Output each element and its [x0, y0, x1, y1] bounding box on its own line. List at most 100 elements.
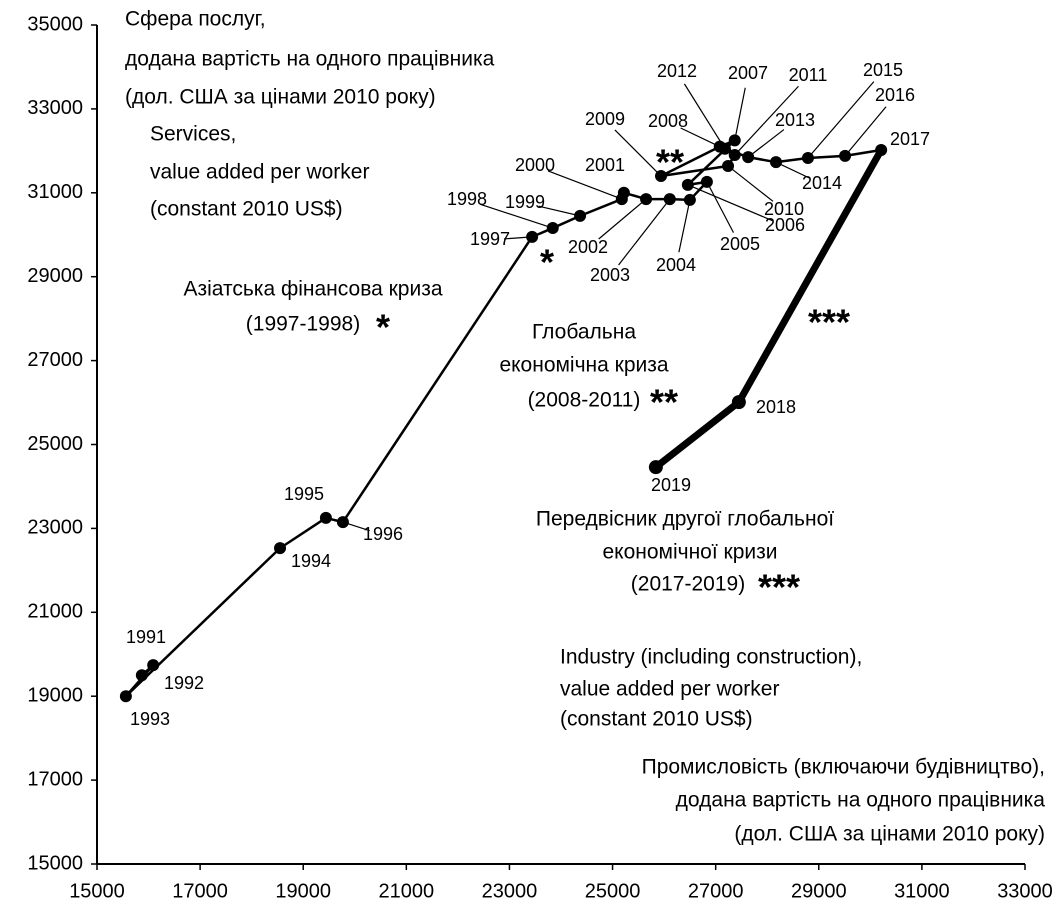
- annotation: value added per worker: [150, 161, 369, 184]
- x-tick-label: 15000: [69, 880, 125, 902]
- point-label: 1998: [447, 189, 487, 209]
- x-tick-label: 23000: [482, 880, 538, 902]
- annotation: економічної кризи: [602, 541, 777, 564]
- point: [728, 149, 741, 162]
- annotation: (constant 2010 US$): [560, 708, 753, 731]
- annotation: додана вартість на одного працівника: [676, 789, 1046, 812]
- point-label: 2004: [656, 255, 696, 275]
- annotation: (2008-2011): [528, 389, 641, 412]
- leader-line: [618, 198, 671, 266]
- annotation: value added per worker: [560, 678, 779, 701]
- y-tick-label: 33000: [27, 97, 83, 119]
- y-tick-label: 31000: [27, 181, 83, 203]
- point-label: 2005: [720, 234, 760, 254]
- point: [742, 151, 755, 164]
- y-tick-label: 29000: [27, 265, 83, 287]
- point: [640, 193, 653, 206]
- point: [546, 222, 559, 235]
- point: [718, 142, 731, 155]
- point: [655, 170, 668, 183]
- point-label: 1995: [284, 484, 324, 504]
- point: [147, 659, 160, 672]
- annotation: Сфера послуг,: [125, 8, 266, 31]
- leader-line: [775, 161, 810, 179]
- point: [526, 230, 539, 243]
- leader-line: [727, 165, 774, 202]
- leader-line: [844, 106, 887, 157]
- leader-line: [480, 203, 553, 229]
- annotation: економічна криза: [499, 354, 668, 377]
- point: [731, 395, 746, 410]
- leader-line: [683, 83, 726, 150]
- point-label: 1993: [130, 709, 170, 729]
- point: [700, 175, 713, 188]
- annotation: Industry (including construction),: [560, 646, 862, 669]
- y-tick-label: 23000: [27, 517, 83, 539]
- y-tick-label: 21000: [27, 601, 83, 623]
- x-tick-label: 31000: [894, 880, 950, 902]
- annotation: (дол. США за цінами 2010 року): [125, 86, 436, 109]
- annotation: (2017-2019): [631, 573, 745, 596]
- point: [769, 156, 782, 169]
- point: [839, 149, 852, 162]
- point-label: 2013: [775, 110, 815, 130]
- leader-line: [734, 87, 746, 141]
- point-label: 1992: [164, 673, 204, 693]
- leader-line: [598, 198, 647, 240]
- leader-line: [678, 199, 691, 253]
- point-label: 2002: [568, 237, 608, 257]
- point: [801, 151, 814, 164]
- point: [681, 178, 694, 191]
- leader-line: [614, 129, 662, 177]
- point-label: 1996: [363, 524, 403, 544]
- y-tick-label: 17000: [27, 768, 83, 790]
- point: [319, 511, 332, 524]
- y-tick-label: 19000: [27, 684, 83, 706]
- leader-line: [747, 129, 785, 158]
- point-label: 2001: [585, 155, 625, 175]
- point-label: 2003: [590, 265, 630, 285]
- point-label: 2000: [515, 155, 555, 175]
- point: [648, 460, 663, 475]
- point-label: 2018: [756, 397, 796, 417]
- point-label: 2011: [789, 65, 828, 85]
- point-label: 2010: [764, 199, 804, 219]
- point: [274, 542, 287, 555]
- y-tick-label: 25000: [27, 433, 83, 455]
- y-tick-label: 27000: [27, 349, 83, 371]
- point: [119, 690, 132, 703]
- annotation: (дол. США за цінами 2010 року): [734, 823, 1045, 846]
- annotation: Передвісник другої глобальної: [536, 508, 834, 531]
- leader-line: [680, 127, 721, 148]
- x-tick-label: 27000: [688, 880, 744, 902]
- annotation: *: [376, 307, 390, 348]
- y-tick-label: 35000: [27, 13, 83, 35]
- point-label: 2006: [765, 215, 805, 235]
- annotation: (1997-1998): [246, 313, 360, 336]
- point-label: 2015: [863, 60, 903, 80]
- point: [617, 186, 630, 199]
- annotation: (constant 2010 US$): [150, 198, 343, 221]
- point-label: 1991: [126, 627, 166, 647]
- point: [722, 159, 735, 172]
- point: [574, 209, 587, 222]
- point: [683, 193, 696, 206]
- leader-line: [706, 181, 735, 233]
- x-tick-label: 21000: [379, 880, 435, 902]
- point: [135, 669, 148, 682]
- leader-line: [687, 184, 773, 222]
- annotation: Services,: [150, 123, 236, 146]
- point-label: 1999: [505, 192, 545, 212]
- point-label: 2014: [802, 173, 842, 193]
- x-tick-label: 17000: [172, 880, 228, 902]
- leader-line: [547, 170, 623, 200]
- point-label: 2019: [651, 475, 691, 495]
- point-label: 2009: [585, 109, 625, 129]
- annotation: додана вартість на одного працівника: [125, 48, 495, 71]
- point-label: 1997: [470, 229, 510, 249]
- x-tick-label: 19000: [275, 880, 331, 902]
- y-tick-label: 15000: [27, 852, 83, 874]
- annotation: Азіатська фінансова криза: [183, 278, 442, 301]
- annotation: ***: [808, 302, 850, 343]
